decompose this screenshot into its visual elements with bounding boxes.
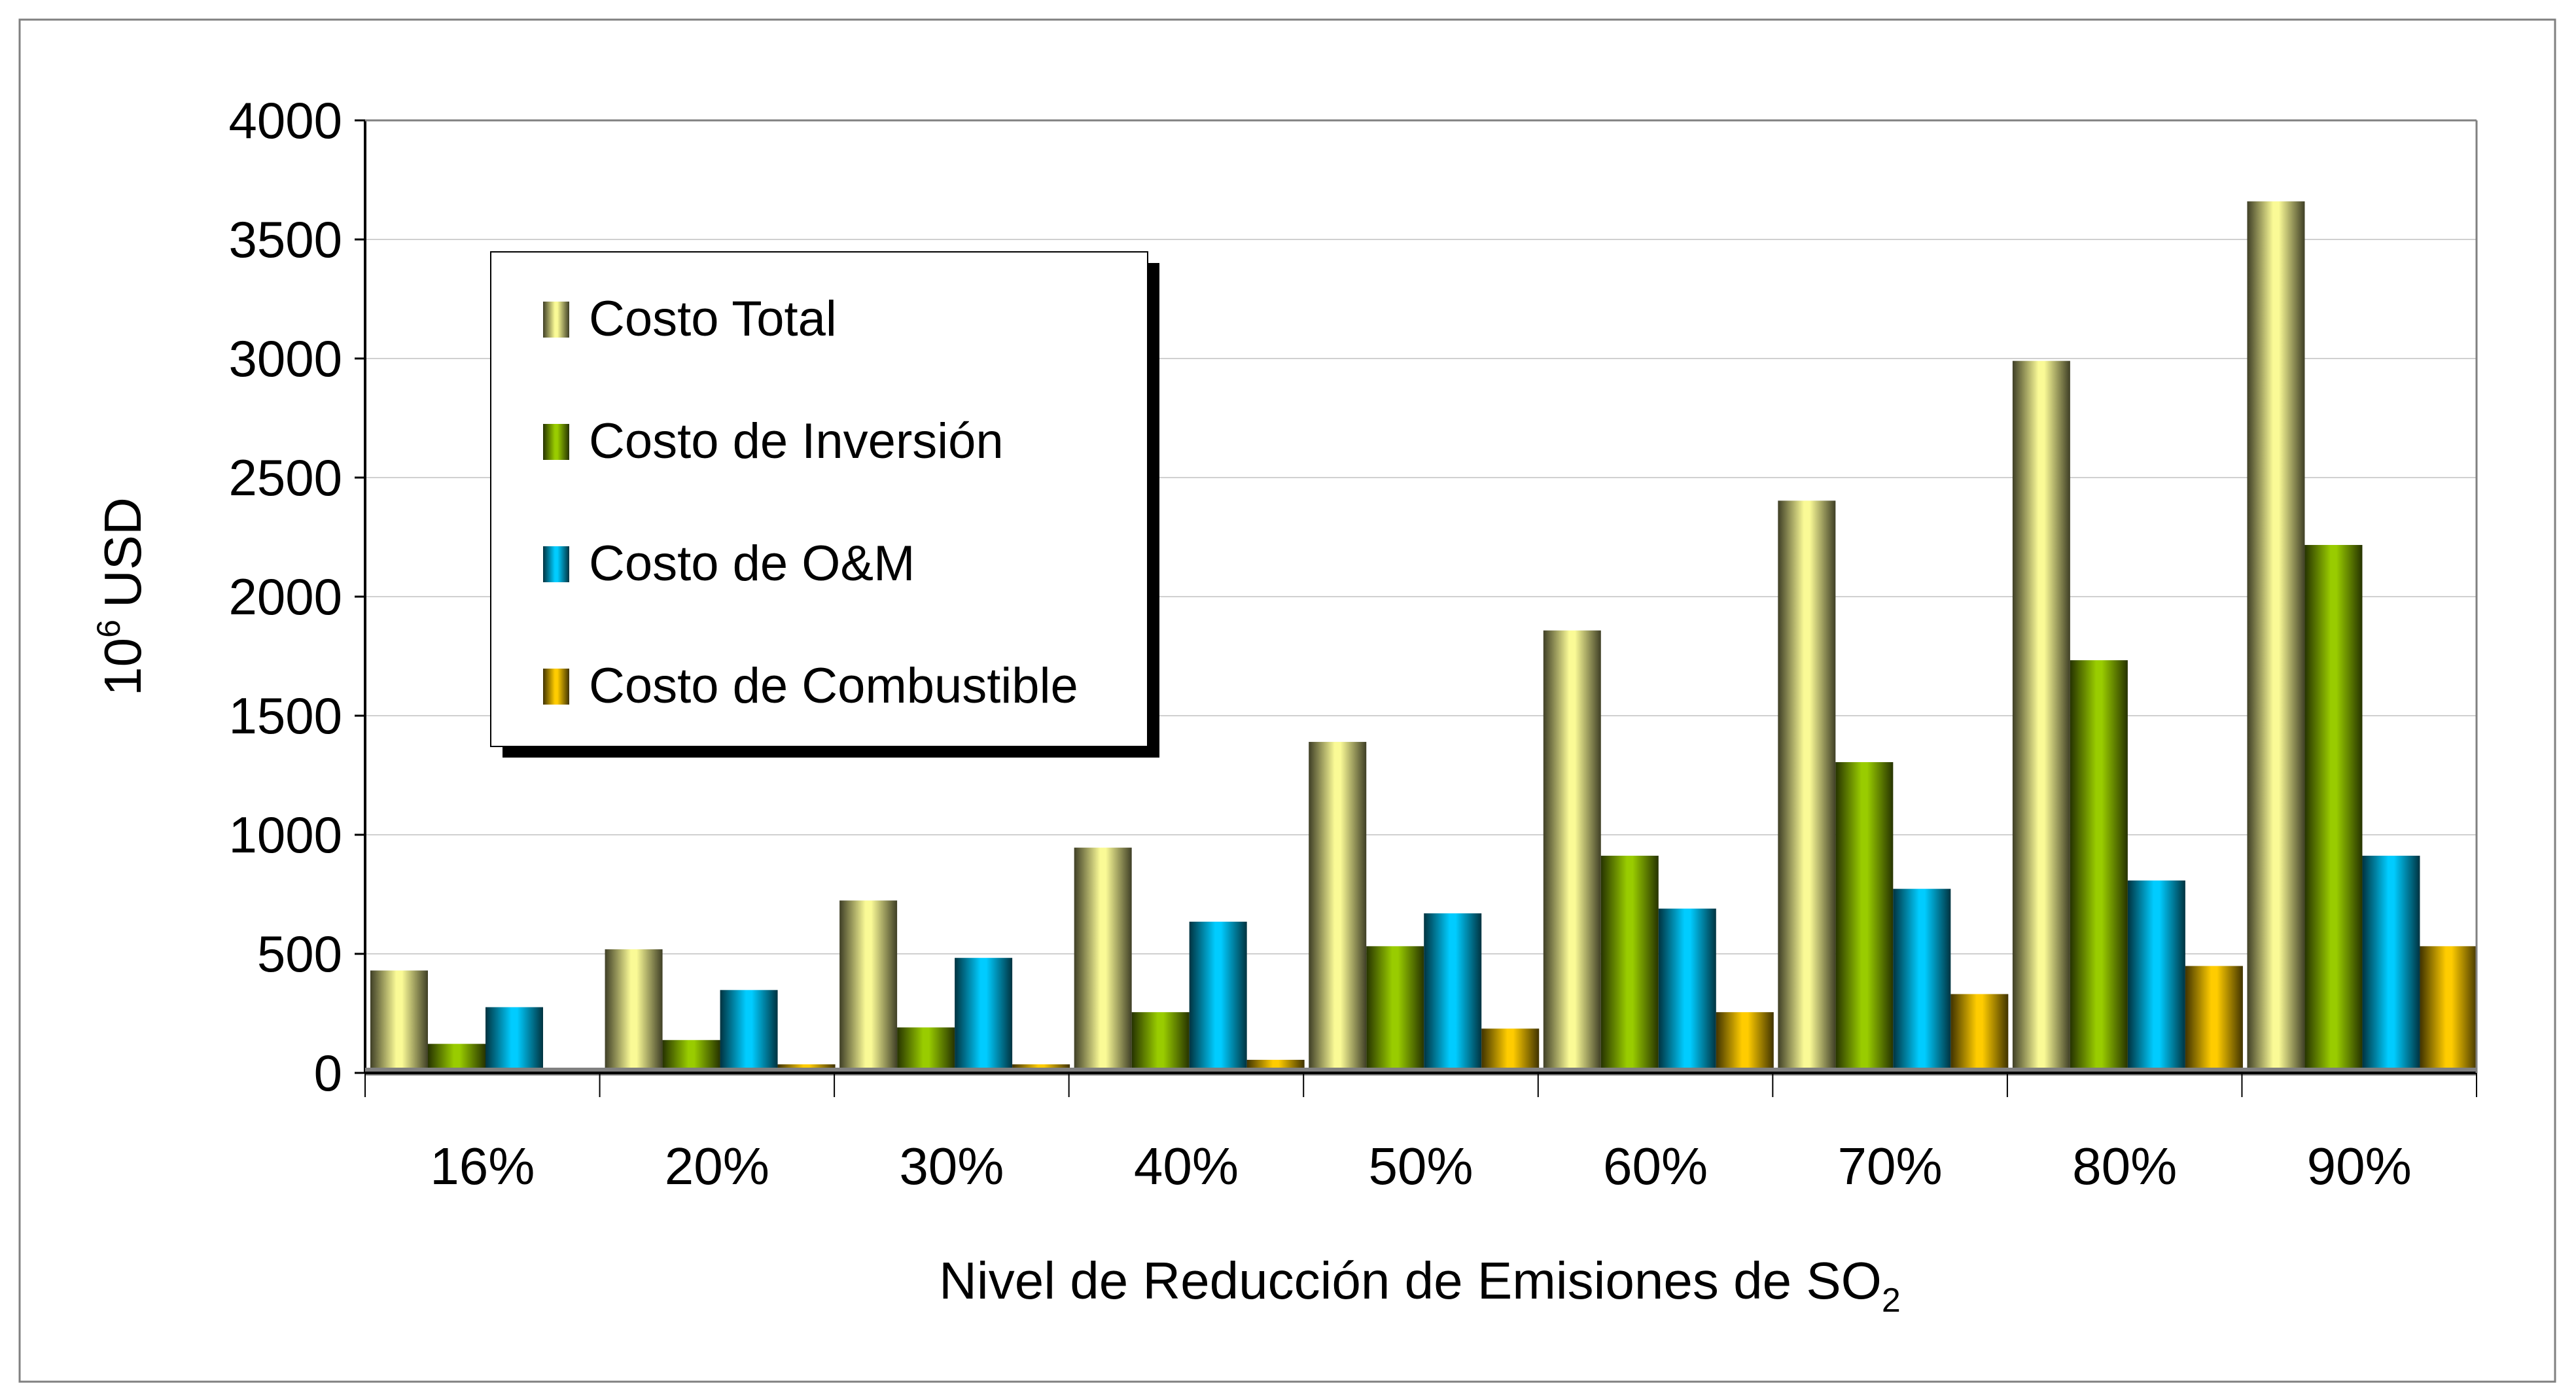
bar-costo-de-o-m-80pct [2127,880,2185,1069]
legend: Costo Total Costo de Inversión Costo de O&… [490,251,1159,758]
bar-costo-de-combustible-30pct [1012,1064,1070,1069]
legend-label: Costo de O&M [589,536,915,591]
bar-costo-total-20pct [605,949,663,1069]
y-axis-label-unit: USD [94,497,152,608]
bar-costo-total-40pct [1074,847,1132,1069]
y-tick-label: 3500 [228,211,342,268]
bar-costo-de-inversi-n-80pct [2070,660,2128,1069]
bar-costo-de-inversi-n-50pct [1366,946,1424,1069]
bar-costo-de-o-m-70pct [1893,888,1951,1069]
bar-costo-de-o-m-16pct [485,1007,543,1069]
y-axis-label-superscript: 6 [90,620,127,638]
x-axis-label-subscript: 2 [1882,1282,1901,1320]
bar-costo-total-80pct [2012,360,2070,1069]
legend-swatch [543,424,569,460]
bar-costo-de-combustible-60pct [1716,1012,1774,1069]
bar-costo-de-o-m-90pct [2362,856,2420,1069]
legend-label: Costo de Combustible [589,658,1078,714]
bar-costo-de-o-m-20pct [720,990,778,1069]
legend-swatch [543,669,569,705]
bar-costo-de-inversi-n-60pct [1600,856,1659,1069]
bar-costo-de-o-m-30pct [955,958,1013,1069]
bar-costo-de-combustible-50pct [1481,1028,1540,1069]
x-tick-label: 70% [1838,1137,1943,1195]
bar-costo-de-o-m-60pct [1658,908,1716,1069]
bar-costo-total-70pct [1778,500,1836,1069]
x-tick-label: 80% [2072,1137,2177,1195]
x-tick-labels: 16% 20% 30% 40% 50% 60% 70% 80% 90% [430,1137,2412,1195]
chart-border [18,18,2556,1383]
x-tick-label: 40% [1134,1137,1239,1195]
x-axis-label-text: Nivel de Reducción de Emisiones de SO [939,1251,1882,1310]
y-tick-label: 3000 [228,330,342,387]
bar-costo-de-combustible-90pct [2420,946,2478,1069]
y-tick-label: 2500 [228,449,342,506]
bar-costo-de-combustible-20pct [777,1064,836,1069]
bar-costo-total-60pct [1543,630,1601,1069]
bar-costo-de-inversi-n-40pct [1131,1012,1190,1069]
legend-box [490,251,1148,747]
bar-costo-de-combustible-80pct [2185,966,2243,1069]
legend-label: Costo de Inversión [589,413,1004,469]
bar-costo-de-combustible-40pct [1246,1059,1305,1069]
bar-costo-de-o-m-50pct [1424,913,1482,1069]
y-tick-label: 2000 [228,568,342,625]
x-tick-label: 90% [2307,1137,2412,1195]
legend-swatch [543,302,569,338]
x-tick-label: 16% [430,1137,535,1195]
y-tick-label: 4000 [228,92,342,149]
y-axis-label-prefix: 10 [94,638,152,696]
x-tick-label: 60% [1603,1137,1708,1195]
y-tick-labels: 0 500 1000 1500 2000 2500 3000 3500 4000 [228,92,342,1102]
legend-swatch [543,546,569,582]
x-tick-label: 30% [899,1137,1004,1195]
bar-costo-de-combustible-70pct [1950,994,2009,1069]
bar-costo-total-16pct [370,970,428,1069]
bar-costo-de-inversi-n-30pct [897,1027,955,1069]
bar-costo-de-inversi-n-20pct [662,1040,720,1069]
y-tick-label: 1000 [228,806,342,864]
x-axis-label: Nivel de Reducción de Emisiones de SO2 [939,1251,1901,1320]
y-tick-label: 500 [257,925,342,983]
y-tick-label: 0 [314,1044,342,1102]
bar-costo-de-o-m-40pct [1189,921,1247,1069]
y-tick-label: 1500 [228,687,342,744]
bar-costo-de-inversi-n-90pct [2304,545,2363,1069]
bar-costo-total-50pct [1309,742,1367,1069]
bar-costo-de-inversi-n-70pct [1835,761,1894,1069]
bar-costo-de-inversi-n-16pct [428,1043,485,1069]
x-tick-label: 50% [1368,1137,1473,1195]
axes [364,119,2478,1097]
x-tick-label: 20% [665,1137,769,1195]
y-axis-label: 106 USD [90,497,152,696]
bars [370,201,2478,1069]
bar-costo-total-90pct [2247,201,2305,1069]
bar-costo-total-30pct [839,900,898,1069]
legend-label: Costo Total [589,291,837,347]
